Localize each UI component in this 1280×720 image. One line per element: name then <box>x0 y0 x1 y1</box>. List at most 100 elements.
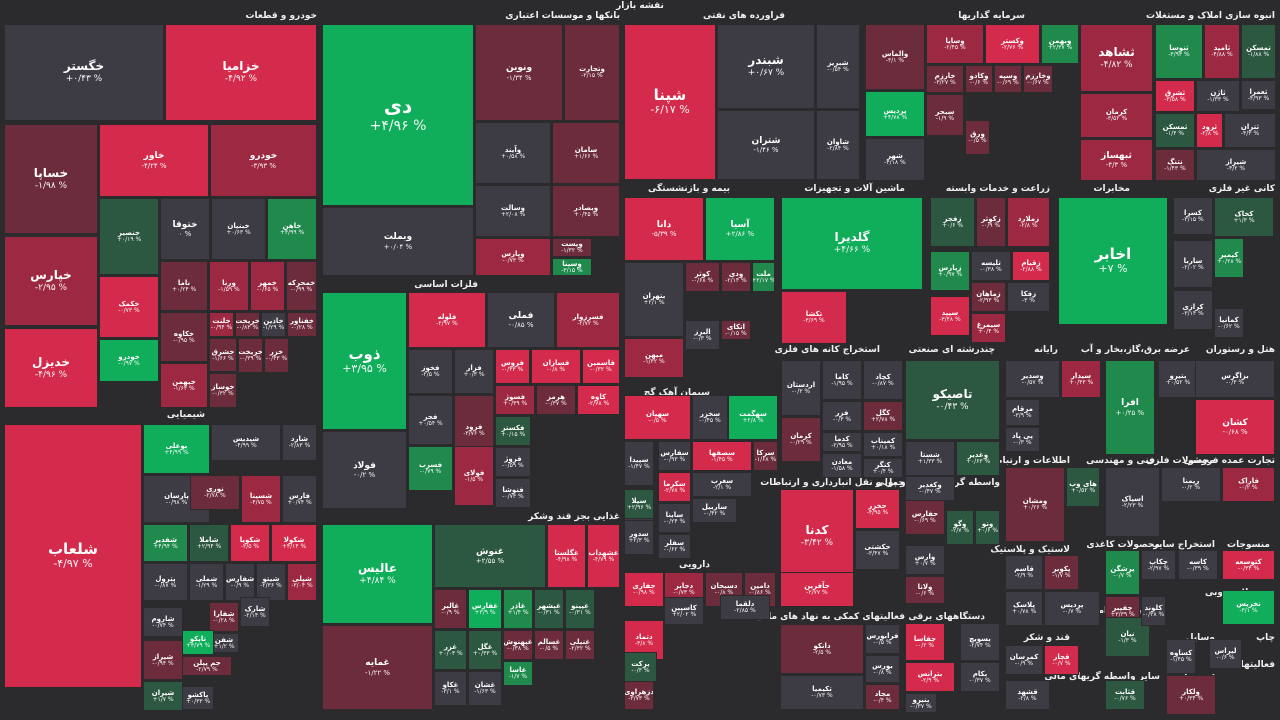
stock-tile[interactable]: های وب +۰/۵۲ % <box>1066 467 1100 507</box>
stock-tile[interactable]: شتران -۱/۴۶ % <box>717 110 815 180</box>
stock-tile[interactable]: گلدیرا +۴/۶۶ % <box>781 197 923 290</box>
stock-tile[interactable]: شملی -۱/۲۹ % <box>189 563 224 601</box>
stock-tile[interactable]: خاهن +۴/۹۹ % <box>267 198 317 260</box>
stock-tile[interactable]: شیراز -۴/۲ % <box>1196 149 1276 181</box>
stock-tile[interactable]: شکولا +۴/۱۴ % <box>271 524 317 562</box>
stock-tile[interactable]: کاسه -۰/۳۹ % <box>1178 550 1218 580</box>
stock-tile[interactable]: خودرو -۳/۹۳ % <box>210 124 317 197</box>
stock-tile[interactable]: تمسکن -۱/۸۸ % <box>1241 24 1276 79</box>
stock-tile[interactable]: پلاسک +۰/۷۸ % <box>1005 591 1043 626</box>
stock-tile[interactable]: فکستر +۰/۱۵ % <box>495 416 531 446</box>
stock-tile[interactable]: کسرا -۳/۱۵ % <box>1173 197 1213 235</box>
stock-tile[interactable]: دزهراوی -۳/۷۳ % <box>624 680 654 710</box>
stock-tile[interactable]: وسدیر -۰/۵۷ % <box>1005 360 1060 398</box>
stock-tile[interactable]: غزر +۰/۰۳ % <box>434 630 467 670</box>
stock-tile[interactable]: مجاد -۰/۴ % <box>865 684 900 710</box>
stock-tile[interactable]: بترانس -۲/۹ % <box>905 662 955 692</box>
stock-tile[interactable]: غگل +۰/۳۳ % <box>468 630 502 670</box>
stock-tile[interactable]: شیدیس -۴/۹۹ % <box>211 424 281 461</box>
stock-tile[interactable]: فرابورس -۰/۵ % <box>865 624 900 654</box>
stock-tile[interactable]: خساپا -۱/۹۸ % <box>4 124 98 234</box>
stock-tile[interactable]: بتیرو +۰/۵۲ % <box>1158 360 1198 398</box>
stock-tile[interactable]: فخوز -۲/۵ % <box>408 349 453 394</box>
stock-tile[interactable]: کشان -۰/۶۸ % <box>1195 399 1275 455</box>
stock-tile[interactable]: وکادو -۰/۶ % <box>965 65 993 93</box>
stock-tile[interactable]: خپارس -۲/۹۵ % <box>4 236 98 326</box>
stock-tile[interactable]: خزامیا -۴/۹۲ % <box>165 24 317 121</box>
stock-tile[interactable]: سفارس -۰/۹۳ % <box>658 441 691 471</box>
stock-tile[interactable]: برکت -۰/۳ % <box>624 652 657 682</box>
stock-tile[interactable]: ذوب +۳/۹۵ % <box>322 292 407 430</box>
stock-tile[interactable]: شفن +۱/۲ % <box>209 633 239 653</box>
stock-tile[interactable]: خگستر +۰/۴۳ % <box>4 24 164 121</box>
stock-tile[interactable]: زفجر +۰/۶ % <box>930 197 975 247</box>
stock-tile[interactable]: شیران +۱/۷ % <box>143 681 183 711</box>
stock-tile[interactable]: فسوژ +۰/۳۹ % <box>495 385 535 415</box>
stock-tile[interactable]: ثاژن -۱/۳۳ % <box>1196 80 1240 112</box>
stock-tile[interactable]: خریخت -۰/۳۹ % <box>238 338 263 373</box>
stock-tile[interactable]: معادن -۱/۵۸ % <box>822 453 862 478</box>
stock-tile[interactable]: غنیلی -۲/۳۲ % <box>565 630 595 660</box>
stock-tile[interactable]: غالبر -۰/۹ % <box>434 589 467 629</box>
stock-tile[interactable]: شفدیر +۴/۹۴ % <box>143 524 188 562</box>
stock-tile[interactable]: خکمک -۰/۷۳ % <box>99 276 159 338</box>
stock-tile[interactable]: غمایه -۱/۲۲ % <box>322 625 433 710</box>
stock-tile[interactable]: کخاک +۱/۳ % <box>1214 197 1274 237</box>
stock-tile[interactable]: شیراز -۰/۹۴ % <box>143 640 183 680</box>
stock-tile[interactable]: غبهنوش -۰/۳۸ % <box>503 630 533 660</box>
stock-tile[interactable]: کچاد -۰/۸۷ % <box>863 360 903 400</box>
stock-tile[interactable]: خوساز -۰/۳۲ % <box>209 373 237 408</box>
stock-tile[interactable]: کمانیا -۰/۶۲ % <box>1214 308 1244 338</box>
stock-tile[interactable]: شارد -۲/۸۳ % <box>282 424 317 461</box>
stock-tile[interactable]: ثعمرا -۴/۹۳ % <box>1241 80 1276 110</box>
stock-tile[interactable]: جم پیلن -۲/۷۹ % <box>182 656 232 676</box>
stock-tile[interactable]: کرازی -۳/۱۴ % <box>1173 290 1213 330</box>
stock-tile[interactable]: خزر -۰/۴۳ % <box>264 338 289 373</box>
stock-tile[interactable]: کمرسان -۰/۹ % <box>1005 645 1043 675</box>
stock-tile[interactable]: خبهمن -۱/۶۴ % <box>160 363 208 408</box>
stock-tile[interactable]: وپست -۱/۳۲ % <box>552 238 592 257</box>
stock-tile[interactable]: زملارد -۲/۸ % <box>1007 197 1050 247</box>
stock-tile[interactable]: خنصیر +۰/۱۹ % <box>99 198 159 275</box>
stock-tile[interactable]: وسایا -۲/۴۵ % <box>926 24 984 64</box>
stock-tile[interactable]: زکوثر -۰/۹ % <box>976 197 1006 247</box>
stock-tile[interactable]: سامان +۱/۶۶ % <box>552 122 620 184</box>
stock-tile[interactable]: شلعاب -۴/۹۷ % <box>4 424 142 688</box>
stock-tile[interactable]: وسپه -۰/۶۹ % <box>994 65 1022 93</box>
stock-tile[interactable]: افرا +۰/۲۵ % <box>1105 360 1155 455</box>
stock-tile[interactable]: سهپان -۰/۵ % <box>624 395 691 440</box>
stock-tile[interactable]: اخابر +۷ % <box>1058 197 1168 325</box>
stock-tile[interactable]: نتنگ -۱/۴۳ % <box>1155 149 1195 181</box>
stock-tile[interactable]: فولای -۱/۵ % <box>454 446 494 506</box>
stock-tile[interactable]: ونو +۰/۶ % <box>975 510 1000 545</box>
stock-tile[interactable]: فجر +۰/۵۴ % <box>408 395 453 445</box>
stock-tile[interactable]: مرقام -۳/۹ % <box>1005 399 1040 426</box>
stock-tile[interactable]: پکویر -۱/۷ % <box>1044 555 1079 590</box>
stock-tile[interactable]: فنوشا -۰/۷۳ % <box>495 478 531 508</box>
stock-tile[interactable]: ختوقا ۰ % <box>160 198 210 260</box>
stock-tile[interactable]: لیراس -۰/۶ % <box>1209 639 1242 669</box>
stock-tile[interactable]: کاوه -۲/۷۸ % <box>577 385 620 415</box>
stock-tile[interactable]: تاپکو +۳/۷۹ % <box>182 630 214 655</box>
stock-tile[interactable]: زفکا -۳ % <box>1007 282 1050 312</box>
stock-tile[interactable]: شاوان -۲/۸۴ % <box>816 110 860 180</box>
stock-tile[interactable]: نوری -۲/۷۸ % <box>190 475 240 510</box>
stock-tile[interactable]: رپمنا -۰/۲ % <box>1161 467 1221 502</box>
stock-tile[interactable]: ملت +۲/۱۷ % <box>752 262 775 292</box>
stock-tile[interactable]: نخریس -۳/۱ % <box>1222 590 1275 625</box>
stock-tile[interactable]: دانکو -۲/۵ % <box>780 624 864 674</box>
stock-tile[interactable]: غنوش +۲/۵۵ % <box>434 524 546 588</box>
stock-tile[interactable]: بوعلی +۴/۹۹ % <box>143 424 210 474</box>
stock-tile[interactable]: سفلر -۰/۶۲ % <box>658 534 691 559</box>
stock-tile[interactable]: بورس -۰/۸ % <box>865 655 900 683</box>
stock-tile[interactable]: خمحرکه -۰/۹۹ % <box>286 261 317 311</box>
stock-tile[interactable]: فملی -۰/۸۵ % <box>487 292 555 348</box>
stock-tile[interactable]: شپنا -۶/۱۷ % <box>624 24 716 180</box>
stock-tile[interactable]: شبندر +۰/۶۷ % <box>717 24 815 109</box>
stock-tile[interactable]: پرشگن -۰/۷ % <box>1105 550 1140 595</box>
stock-tile[interactable]: وکغدیر -۰/۴۷ % <box>905 476 955 501</box>
stock-tile[interactable]: پردیس -۰/۷ % <box>1044 591 1100 626</box>
stock-tile[interactable]: کرمان -۳/۵۲ % <box>1080 93 1153 138</box>
stock-tile[interactable]: وبصادر +۰/۴۵ % <box>552 185 620 237</box>
stock-tile[interactable]: خبنیان +۰/۶۳ % <box>211 198 266 260</box>
